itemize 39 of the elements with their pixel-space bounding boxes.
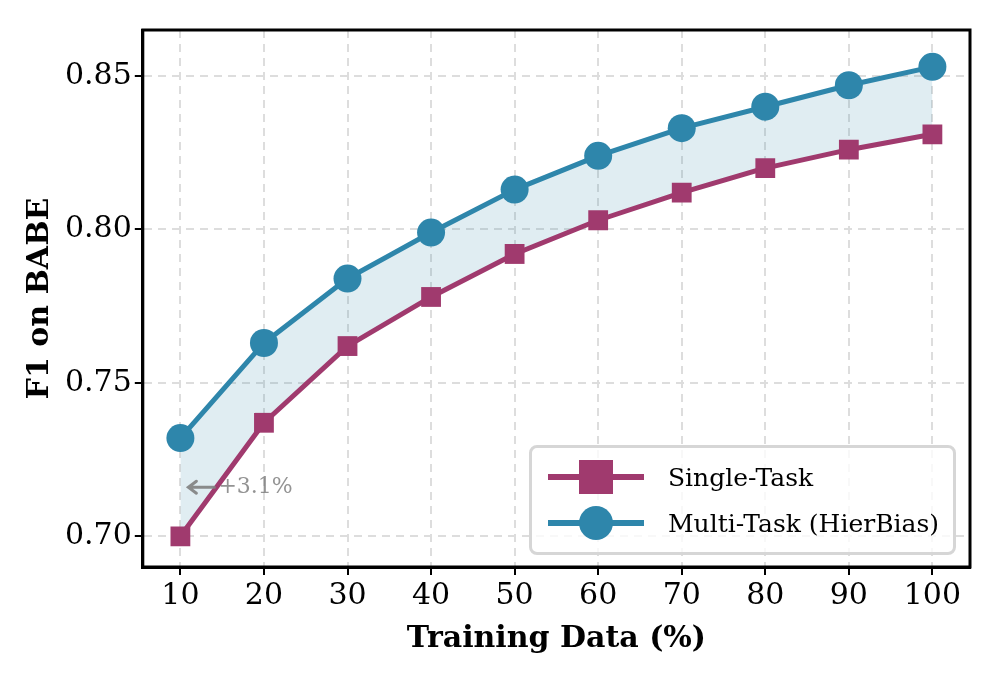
x-tick-label: 20 [244,575,284,611]
point [333,264,362,293]
y-tick-label: 0.85 [65,55,132,91]
point [671,182,692,203]
point [170,526,191,547]
x-tick-label: 40 [411,575,451,611]
point [500,175,529,204]
point [838,139,859,160]
x-tick-label: 30 [328,575,367,611]
x-tick-label: 80 [746,575,785,611]
point [249,328,278,357]
point [755,158,776,178]
x-tick-label: 70 [662,575,701,611]
y-tick-label: 0.70 [65,516,132,552]
point [421,287,441,307]
point [751,92,780,121]
legend-label: Multi-Task (HierBias) [667,508,939,538]
y-tick-label: 0.80 [65,209,132,245]
point [588,210,609,231]
point [337,336,358,356]
point [834,71,863,100]
x-tick-label: 60 [579,575,618,611]
point [584,141,613,170]
point [918,52,947,81]
x-axis-title: Training Data (%) [406,618,707,654]
x-tick-label: 90 [829,575,868,611]
annotation: +3.1% [218,472,293,498]
x-tick-label: 50 [495,575,534,611]
x-tick-label: 10 [161,575,200,611]
y-tick-label: 0.75 [65,362,132,398]
point [417,218,446,247]
point [667,114,696,143]
y-axis-title: F1 on BABE [19,197,55,400]
point [504,244,525,264]
x-tick-label: 100 [903,575,962,611]
point [166,424,195,453]
point [922,124,943,145]
legend-label: Single-Task [667,462,814,492]
point [254,412,274,433]
